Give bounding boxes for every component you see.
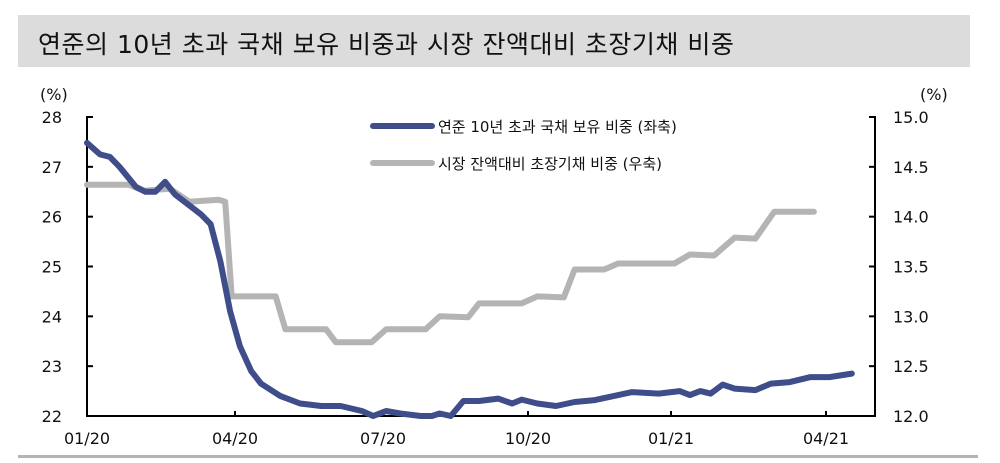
left-tick-label: 24	[42, 307, 62, 326]
right-tick-label: 12.0	[893, 407, 929, 426]
left-axis-unit: (%)	[40, 85, 68, 104]
chart-title: 연준의 10년 초과 국채 보유 비중과 시장 잔액대비 초장기채 비중	[38, 30, 735, 59]
series-line-fed-share	[84, 139, 855, 419]
x-tick-label: 01/21	[648, 429, 694, 448]
right-tick-label: 15.0	[893, 108, 929, 127]
legend-label-fed: 연준 10년 초과 국채 보유 비중 (좌축)	[438, 118, 677, 136]
right-tick-label: 14.0	[893, 208, 929, 227]
title-bar: 연준의 10년 초과 국채 보유 비중과 시장 잔액대비 초장기채 비중	[18, 15, 970, 67]
x-tick-label: 10/20	[505, 429, 551, 448]
left-tick-label: 26	[42, 208, 62, 227]
series-line-market-share	[84, 181, 817, 346]
x-tick-label: 01/20	[64, 429, 110, 448]
right-tick-label: 14.5	[893, 158, 929, 177]
right-tick-label: 13.0	[893, 307, 929, 326]
x-tick-label: 04/21	[803, 429, 849, 448]
left-tick-label: 25	[42, 258, 62, 277]
right-tick-label: 13.5	[893, 258, 929, 277]
left-tick-label: 22	[42, 407, 62, 426]
right-axis-unit: (%)	[920, 85, 948, 104]
x-tick-label: 04/20	[212, 429, 258, 448]
legend-label-market: 시장 잔액대비 초장기채 비중 (우축)	[438, 155, 662, 173]
x-tick-label: 07/20	[360, 429, 406, 448]
left-tick-label: 28	[42, 108, 62, 127]
left-tick-label: 23	[42, 357, 62, 376]
left-tick-label: 27	[42, 158, 62, 177]
bottom-divider	[18, 455, 978, 458]
legend: 연준 10년 초과 국채 보유 비중 (좌축) 시장 잔액대비 초장기채 비중 …	[370, 118, 677, 173]
right-tick-label: 12.5	[893, 357, 929, 376]
